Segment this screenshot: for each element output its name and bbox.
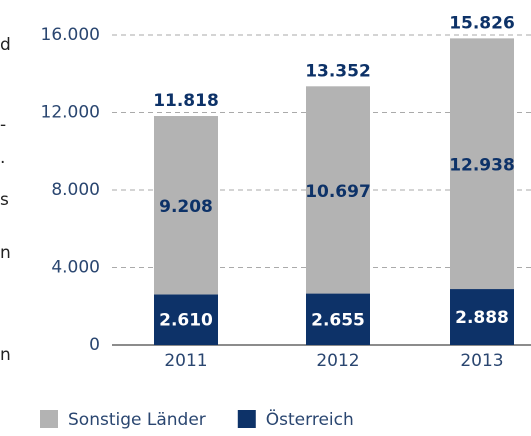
- cropped-text: d: [0, 35, 11, 55]
- cropped-text: n: [0, 345, 11, 365]
- legend-swatch: [40, 410, 58, 428]
- cropped-text: -: [0, 115, 6, 135]
- data-label: 9.208: [159, 197, 213, 217]
- y-tick-label: 16.000: [41, 25, 100, 45]
- y-tick-label: 12.000: [41, 103, 100, 123]
- y-tick-label: 4.000: [51, 258, 100, 278]
- legend-swatch: [237, 410, 256, 428]
- legend-label: Sonstige Länder: [68, 410, 206, 430]
- cropped-text: .: [0, 148, 5, 168]
- legend-label: Österreich: [266, 408, 354, 430]
- data-label: 12.938: [449, 156, 515, 176]
- x-tick-label: 2012: [316, 351, 359, 371]
- total-label: 15.826: [449, 13, 515, 33]
- data-label: 10.697: [305, 182, 371, 202]
- cropped-text: n: [0, 243, 11, 263]
- bar-segment: [306, 293, 370, 345]
- x-tick-label: 2011: [164, 351, 207, 371]
- bar-segment: [306, 86, 370, 294]
- total-label: 11.818: [153, 91, 219, 111]
- bar-segment: [450, 38, 514, 290]
- data-label: 2.655: [311, 310, 365, 330]
- y-tick-label: 0: [89, 335, 100, 355]
- x-tick-label: 2013: [460, 351, 503, 371]
- bar-segment: [154, 294, 218, 345]
- total-label: 13.352: [305, 61, 371, 81]
- y-tick-label: 8.000: [51, 180, 100, 200]
- bar-segment: [450, 289, 514, 345]
- data-label: 2.888: [455, 308, 509, 328]
- cropped-text: s: [0, 190, 9, 210]
- bar-segment: [154, 116, 218, 295]
- data-label: 2.610: [159, 311, 213, 331]
